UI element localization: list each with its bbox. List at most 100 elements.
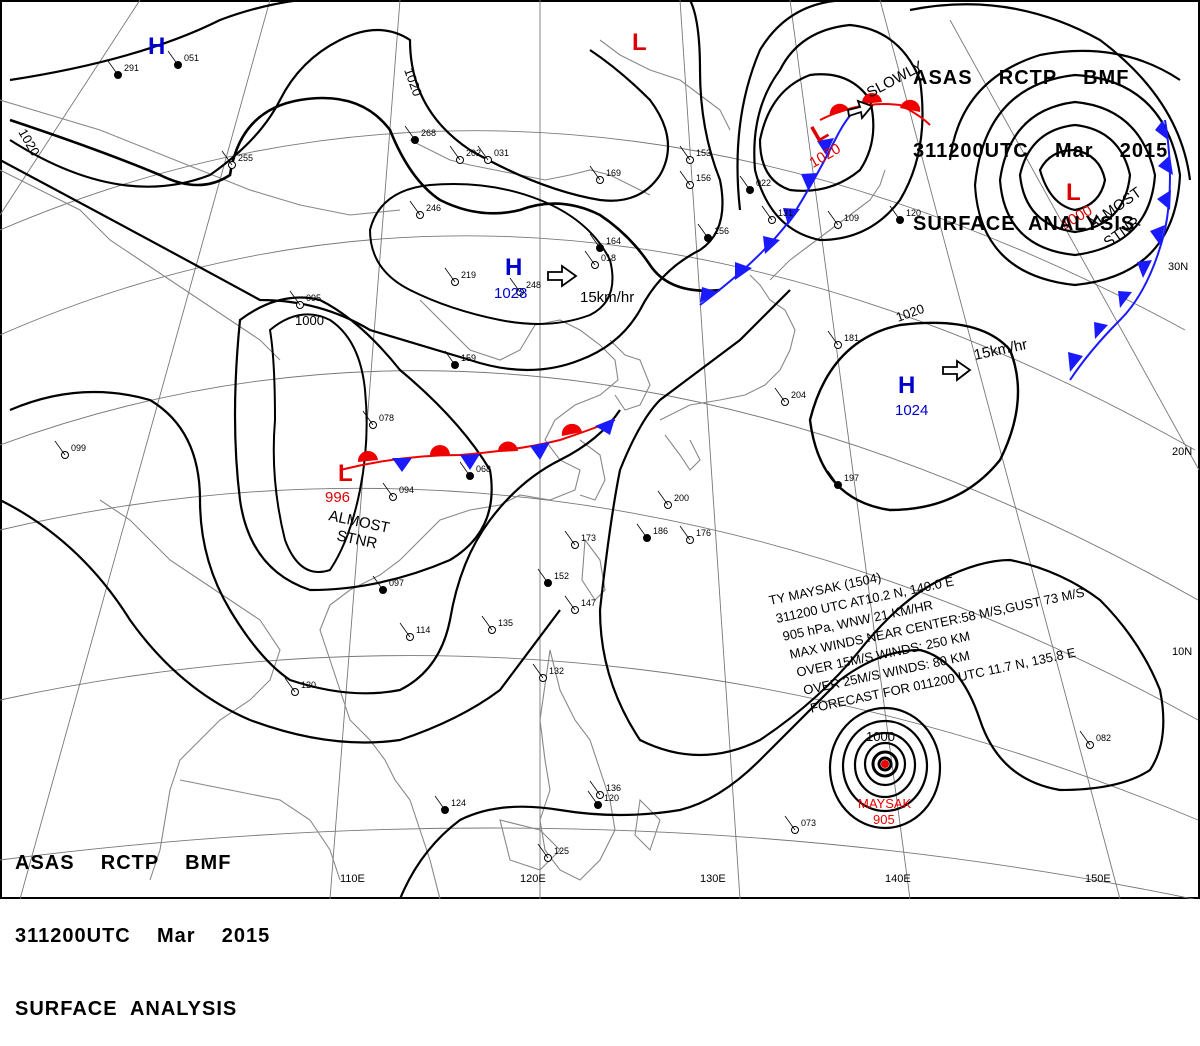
station-pressure: 132 [549,666,564,676]
arrow-h-china [547,264,578,288]
station-plot: 246 [409,200,441,219]
station-plot: 186 [636,523,668,542]
station-pressure: 120 [906,208,921,218]
station-pressure: 173 [581,533,596,543]
station-plot: 219 [444,267,476,286]
station-plot: 152 [537,568,569,587]
station-pressure: 082 [1096,733,1111,743]
weather-map: 291 255 246 268 202 169 164 219 248 159 156 153 156 1… [0,0,1200,899]
station-plot: 097 [372,575,404,594]
wind-barb [537,843,549,859]
wind-barb [679,145,691,161]
station-plot: 114 [399,622,430,641]
wind-barb [477,145,489,161]
wind-barb [679,525,691,541]
wind-barb [537,568,549,584]
station-pressure: 255 [238,153,253,163]
wind-barb [409,200,421,216]
wind-barb [404,125,416,141]
wind-barb [284,677,296,693]
station-plot: 082 [1079,730,1111,749]
station-pressure: 136 [606,783,621,793]
wind-barb [697,223,709,239]
wind-barb [827,470,839,486]
station-plot: 099 [54,440,86,459]
station-pressure: 131 [778,208,793,218]
header-top-line-2: 311200UTC Mar 2015 [913,140,1169,162]
station-plot: 197 [827,470,859,489]
typhoon-rings [828,706,942,830]
station-plot: 124 [434,795,466,814]
station-plot: 120 [889,205,921,224]
header-top-line-1: ASAS RCTP BMF [913,67,1130,89]
station-pressure: 268 [421,128,436,138]
wind-barb [107,60,119,76]
station-pressure: 125 [554,846,569,856]
lon-label-150e: 150E [1085,873,1111,885]
header-bottom-line-3: SURFACE ANALYSIS [15,998,238,1020]
station-pressure: 200 [674,493,689,503]
header-top: ASAS RCTP BMF 311200UTC Mar 2015 SURFACE… [913,18,1168,261]
station-pressure: 219 [461,270,476,280]
station-plot: 156 [679,170,711,189]
station-pressure: 204 [791,390,806,400]
station-pressure: 152 [554,571,569,581]
map-frame [0,0,1200,899]
lon-label-110e: 110E [340,873,365,885]
station-plots: 291 255 246 268 202 169 164 219 248 159 156 153 156 1… [54,50,1111,862]
station-pressure: 159 [461,353,476,363]
station-pressure: 246 [426,203,441,213]
station-plot: 181 [827,330,859,349]
isobar-label-1000-b: 1000 [866,729,895,744]
station-plot: 120 [284,677,316,696]
wind-barb [481,615,493,631]
station-plot: 132 [532,663,564,682]
station-pressure: 094 [399,485,414,495]
arrow-l-japan [846,99,874,121]
graticule-labels: 110E 120E 130E 140E 150E 30N 20N 10N [340,261,1192,885]
wind-barb [434,795,446,811]
station-pressure: 120 [301,680,316,690]
station-pressure: 124 [451,798,466,808]
station-plot: 176 [679,525,711,544]
station-pressure: 291 [124,63,139,73]
wind-barb [444,350,456,366]
station-plot: 147 [564,595,596,614]
typhoon-name: MAYSAK [858,796,912,811]
station-pressure: 176 [696,528,711,538]
wind-barb [827,210,839,226]
station-plot: 094 [382,482,414,501]
station-plot: 173 [564,530,596,549]
stationary-front-china [339,418,616,472]
isobars [0,0,1192,899]
low-center-china-south: L [338,460,353,487]
wind-barb [54,440,66,456]
arrow-h-pacific [942,359,972,382]
station-plot: 078 [362,410,394,429]
station-plot: 291 [107,60,139,79]
station-pressure: 186 [653,526,668,536]
station-plot: 268 [404,125,436,144]
station-pressure: 169 [606,168,621,178]
wind-barb [889,205,901,221]
station-plot: 095 [289,290,321,309]
station-plot: 073 [784,815,816,834]
station-plot: 120 [587,790,619,809]
lon-label-140e: 140E [885,873,911,885]
low-center-pacific: L [1066,179,1081,206]
wind-barb [362,410,374,426]
wind-barb [459,461,471,477]
wind-barb [589,233,601,249]
wind-barb [679,170,691,186]
header-bottom-line-1: ASAS RCTP BMF [15,852,232,874]
wind-barb [449,145,461,161]
wind-barb [564,595,576,611]
wind-barb [589,165,601,181]
station-pressure: 109 [844,213,859,223]
station-pressure: 120 [604,793,619,803]
wind-barb [564,530,576,546]
station-plot: 200 [657,490,689,509]
station-pressure: 164 [606,236,621,246]
station-pressure: 068 [476,464,491,474]
header-bottom: ASAS RCTP BMF 311200UTC Mar 2015 SURFACE… [15,803,270,1046]
